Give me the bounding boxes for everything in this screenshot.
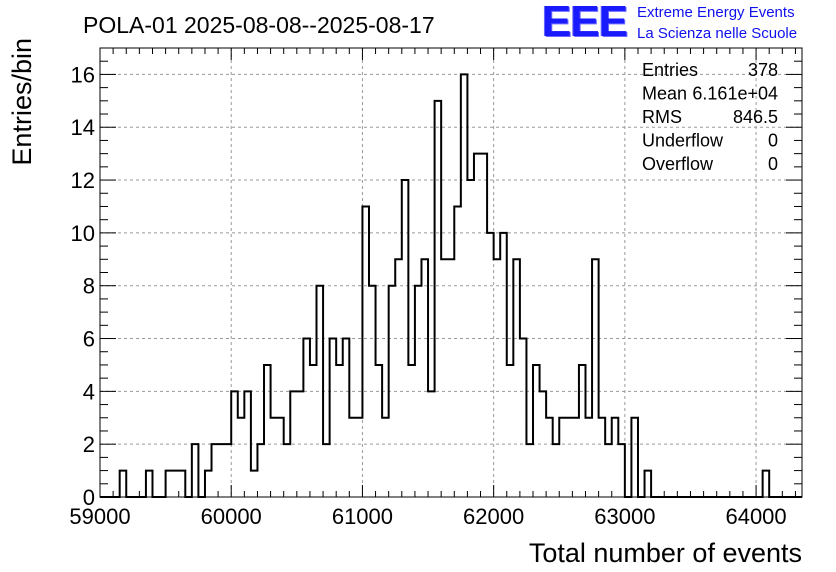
stats-label: RMS	[642, 107, 682, 127]
x-tick-label: 62000	[463, 504, 524, 529]
y-tick-label: 12	[71, 168, 95, 193]
y-tick-label: 16	[71, 62, 95, 87]
stats-value: 378	[748, 60, 778, 80]
stats-value: 0	[768, 154, 778, 174]
stats-label: Entries	[642, 60, 698, 80]
stats-label: Mean	[642, 84, 687, 104]
stats-label: Underflow	[642, 131, 724, 151]
logo-line-2: La Scienza nelle Scuole	[637, 25, 798, 42]
x-tick-label: 61000	[332, 504, 393, 529]
x-tick-label: 64000	[725, 504, 786, 529]
plot-frame	[99, 47, 803, 498]
y-tick-label: 10	[71, 221, 95, 246]
x-axis-title: Total number of events	[529, 538, 802, 568]
x-tick-label: 60000	[201, 504, 262, 529]
histogram-series	[100, 73, 802, 498]
y-tick-label: 4	[83, 379, 95, 404]
y-tick-label: 8	[83, 274, 95, 299]
x-tick-label: 63000	[594, 504, 655, 529]
stats-value: 6.161e+04	[692, 84, 778, 104]
stats-value: 0	[768, 131, 778, 151]
stats-value: 846.5	[733, 107, 778, 127]
y-tick-label: 6	[83, 327, 95, 352]
stats-label: Overflow	[642, 154, 714, 174]
logo-line-1: Extreme Energy Events	[637, 4, 795, 21]
y-tick-label: 14	[71, 115, 95, 140]
x-tick-label: 59000	[69, 504, 130, 529]
y-axis-title: Entries/bin	[7, 38, 37, 166]
stats-box: Entries 378 Mean 6.161e+04 RMS 846.5 Underflow…	[642, 60, 778, 174]
y-tick-label: 2	[83, 432, 95, 457]
y-tick-label: 0	[83, 485, 95, 510]
eee-logo: EEE	[542, 0, 628, 46]
chart-title: POLA-01 2025-08-08--2025-08-17	[83, 12, 435, 38]
